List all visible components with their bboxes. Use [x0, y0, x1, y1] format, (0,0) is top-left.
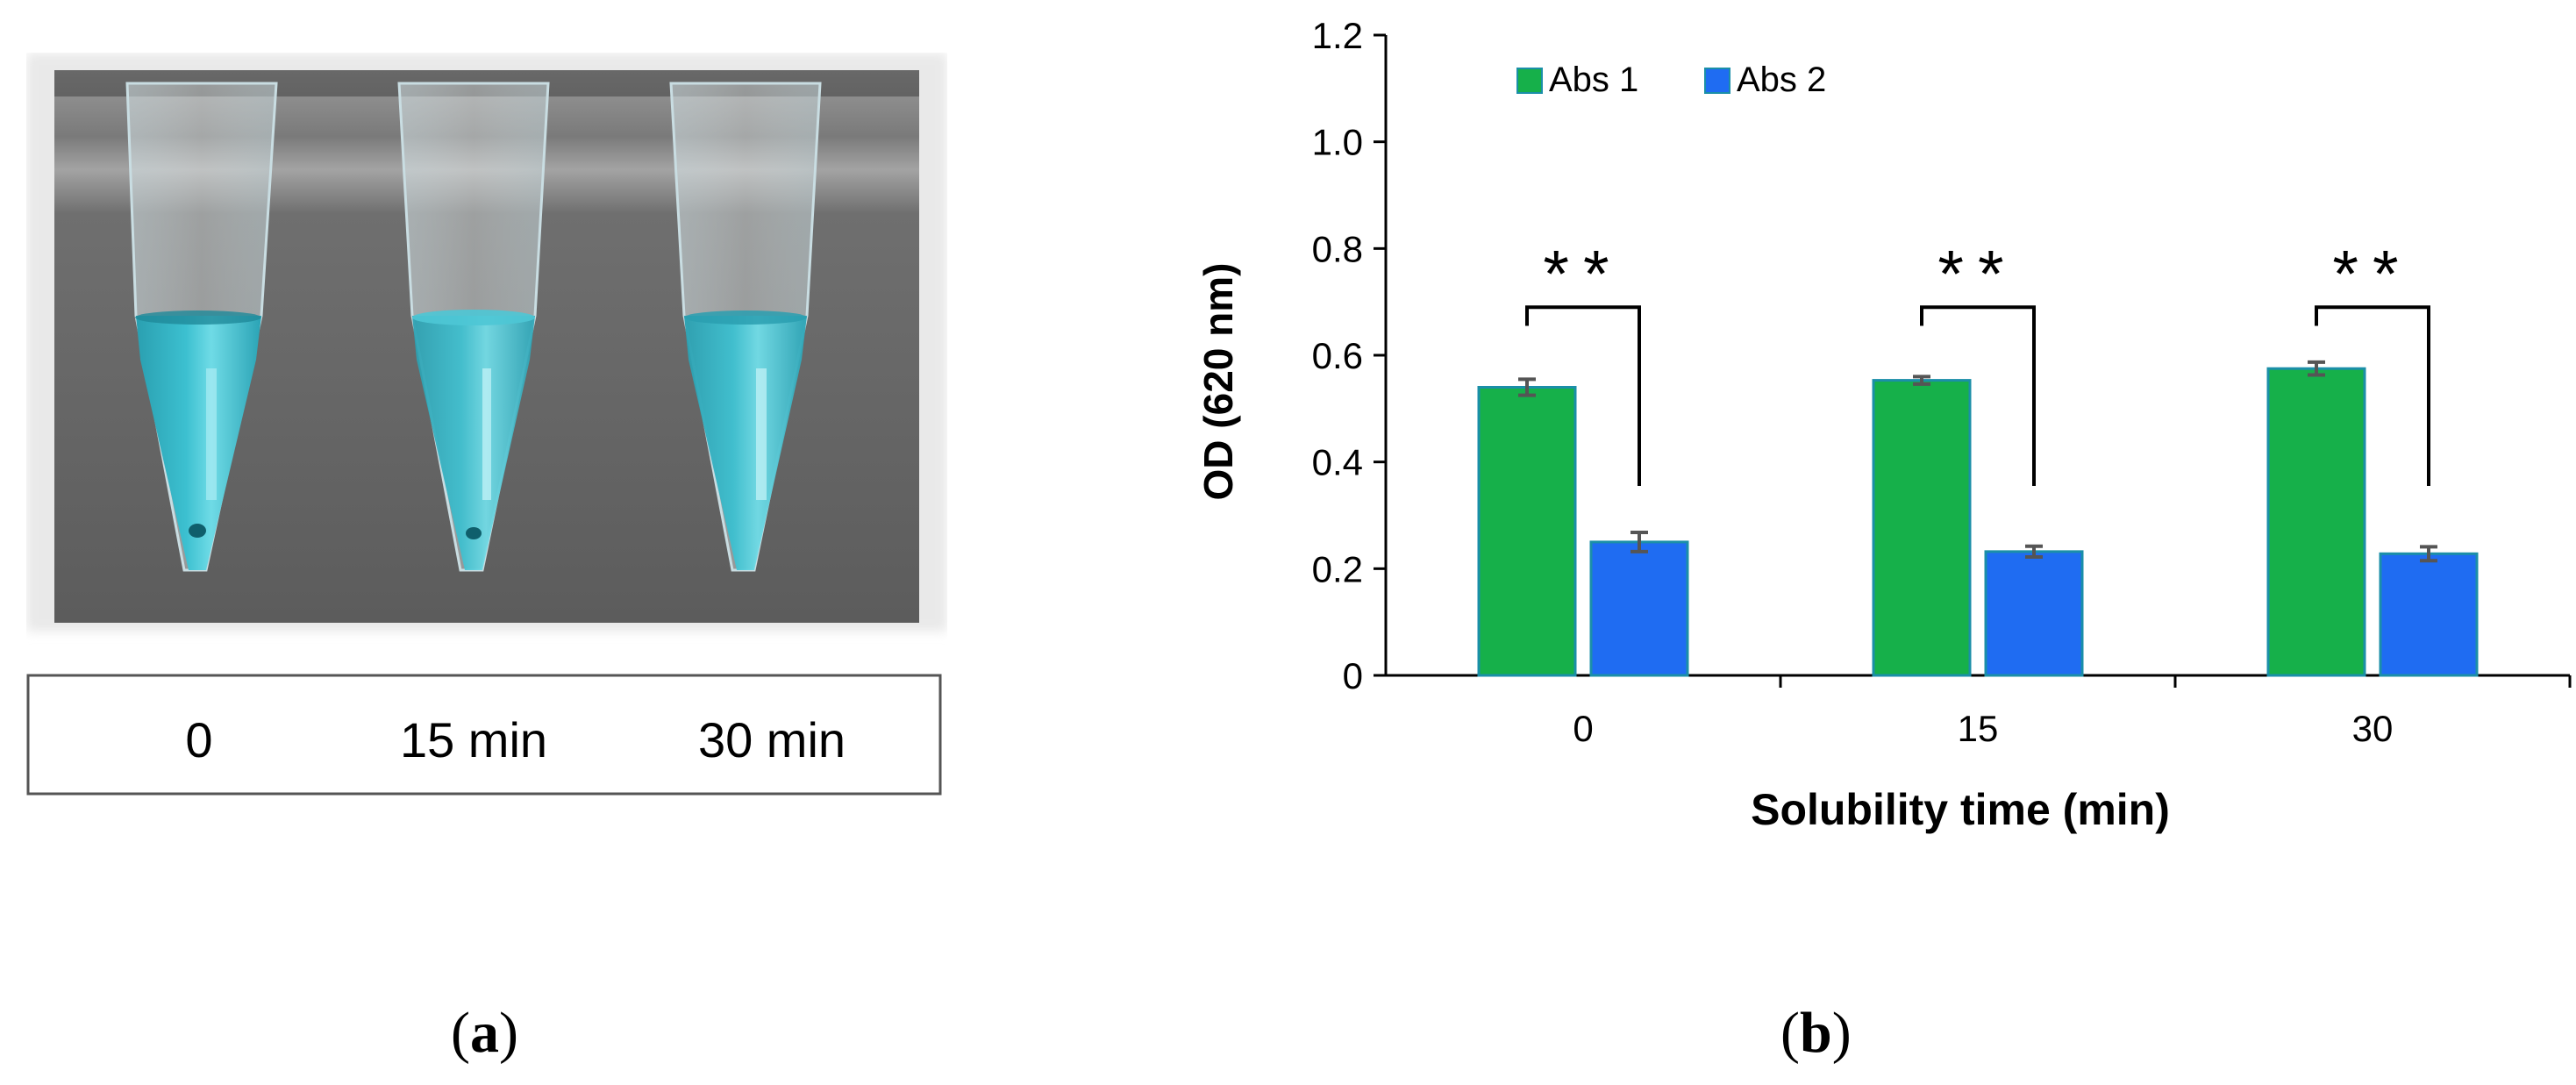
tube-label-box [26, 674, 942, 796]
tube-photo: 0 15 min 30 min [26, 53, 947, 796]
tube-label-0: 0 [185, 712, 212, 767]
y-axis-title: OD (620 nm) [1195, 263, 1241, 501]
bar-chart-panel: 0 0.2 0.4 0.6 0.8 1.0 1.2 0 15 30 ** ** ** Abs 1 Ab… [1140, 0, 2576, 895]
panel-label-b-letter: b [1799, 1001, 1832, 1065]
legend-label-abs-2: Abs 2 [1737, 61, 1826, 99]
x-tick-label: 15 [1958, 708, 1999, 749]
y-tick-label: 0.6 [1312, 335, 1363, 376]
significance-stars: ** [2332, 237, 2412, 311]
tube-30-min [669, 82, 822, 572]
y-tick-label: 1.0 [1312, 122, 1363, 163]
bar-abs-1-0 [1477, 386, 1577, 677]
panel-label-a-letter: a [469, 1001, 499, 1065]
tube-photo-panel: 0 15 min 30 min [26, 53, 947, 807]
bar-abs-1-15 [1872, 379, 1972, 677]
tube-15-min [397, 82, 550, 572]
y-tick-label: 0 [1343, 655, 1363, 696]
chart-legend: Abs 1 Abs 2 [1516, 61, 1826, 99]
x-axis-title: Solubility time (min) [1751, 785, 2170, 834]
x-tick-label: 0 [1573, 708, 1593, 749]
legend-label-abs-1: Abs 1 [1549, 61, 1638, 99]
legend-swatch-abs-2 [1704, 68, 1730, 94]
y-tick-label: 1.2 [1312, 15, 1363, 56]
y-tick-label: 0.2 [1312, 548, 1363, 589]
bar-abs-1-30 [2266, 367, 2366, 677]
significance-stars: ** [1543, 237, 1623, 311]
y-tick-label: 0.4 [1312, 442, 1363, 483]
bar-chart: 0 0.2 0.4 0.6 0.8 1.0 1.2 0 15 30 ** ** ** Abs 1 Ab… [1195, 15, 2572, 834]
chart-bars [1477, 360, 2479, 677]
y-tick-label: 0.8 [1312, 228, 1363, 269]
tube-label-15-min: 15 min [400, 712, 547, 767]
bar-abs-2-0 [1589, 540, 1689, 677]
chart-ticks: 0 0.2 0.4 0.6 0.8 1.0 1.2 0 15 30 [1312, 15, 2572, 749]
tube-label-30-min: 30 min [698, 712, 846, 767]
panel-label-b: (b) [1780, 1001, 1852, 1065]
significance-brackets: ** ** ** [1525, 237, 2430, 487]
significance-bracket [1525, 305, 1641, 487]
tube-0 [125, 82, 278, 572]
significance-bracket [1920, 305, 2036, 487]
significance-bracket [2315, 305, 2430, 487]
panel-label-a: (a) [451, 1001, 518, 1065]
bar-abs-2-30 [2379, 552, 2479, 677]
bar-abs-2-15 [1984, 550, 2084, 677]
significance-stars: ** [1937, 237, 2017, 311]
x-tick-label: 30 [2352, 708, 2394, 749]
legend-swatch-abs-1 [1516, 68, 1543, 94]
